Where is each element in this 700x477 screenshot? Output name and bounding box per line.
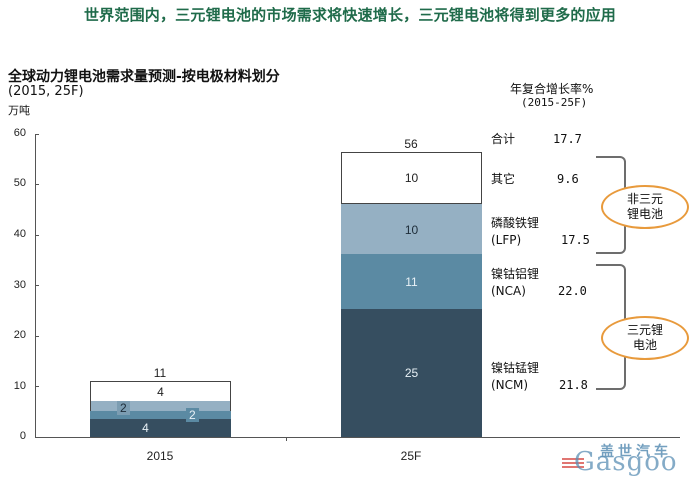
- y-tick-mark: [35, 285, 39, 286]
- legend-total-name: 合计: [491, 132, 516, 146]
- legend-lfp-cagr: 17.5: [561, 233, 590, 247]
- legend-nca-name: 镍钴铝锂: [491, 267, 540, 281]
- group-label-non-ternary: 非三元 锂电池: [601, 185, 689, 229]
- x-tick-label: 2015: [146, 449, 174, 463]
- segment-lfp: [90, 401, 231, 412]
- segment-value: 25: [404, 366, 419, 380]
- segment-value: 4: [157, 384, 164, 399]
- segment-lfp: 10: [341, 204, 482, 255]
- legend-other-name: 其它: [491, 172, 516, 186]
- y-tick-mark: [35, 184, 39, 185]
- y-tick-mark: [35, 235, 39, 236]
- segment-value: 10: [404, 222, 419, 237]
- segment-value-lfp: 2: [117, 401, 130, 415]
- y-tick-mark: [35, 336, 39, 337]
- y-tick-label: 10: [13, 380, 26, 392]
- segment-other: 10: [341, 152, 482, 204]
- y-tick-label: 40: [13, 228, 26, 240]
- chart-title: 全球动力锂电池需求量预测-按电极材料划分: [8, 69, 280, 85]
- segment-nca: 11: [341, 254, 482, 310]
- x-tick-label: 25F: [400, 449, 422, 463]
- cagr-header-range: (2015-25F): [521, 96, 588, 109]
- segment-value-nca: 2: [186, 408, 199, 422]
- page-headline: 世界范围内，三元锂电池的市场需求将快速增长，三元锂电池将得到更多的应用: [83, 6, 616, 24]
- segment-ncm: 25: [341, 309, 482, 437]
- chart-subtitle: (2015, 25F): [8, 84, 84, 99]
- group-label-line: 非三元: [626, 192, 663, 206]
- bar-total-label: 11: [153, 366, 167, 380]
- cagr-header-title: 年复合增长率%: [510, 82, 594, 96]
- legend-total-cagr: 17.7: [553, 132, 582, 146]
- group-label-line: 锂电池: [626, 207, 663, 221]
- y-axis-unit: 万吨: [8, 104, 30, 117]
- y-tick-label: 0: [19, 430, 26, 442]
- legend-ncm-cagr: 21.8: [559, 378, 588, 392]
- bar-total-label: 56: [404, 137, 418, 151]
- y-tick-label: 30: [13, 279, 26, 291]
- watermark-en: Gasgoo: [574, 447, 678, 477]
- segment-nca: [90, 411, 231, 419]
- legend-nca-cagr: 22.0: [558, 284, 587, 298]
- segment-value: 4: [142, 421, 149, 435]
- legend-ncm-name: 镍钴锰锂: [491, 361, 540, 375]
- y-axis: [35, 134, 36, 438]
- y-tick-mark: [35, 386, 39, 387]
- legend-other-cagr: 9.6: [557, 172, 579, 186]
- segment-ncm: 4: [90, 419, 231, 437]
- y-tick-label: 50: [13, 177, 26, 189]
- legend-lfp-abbr: (LFP): [491, 233, 522, 247]
- x-axis: [35, 437, 680, 438]
- group-label-line: 三元锂: [626, 323, 663, 337]
- legend-lfp-name: 磷酸铁锂: [491, 216, 540, 230]
- group-label-ternary: 三元锂 电池: [601, 316, 689, 360]
- legend-ncm-abbr: (NCM): [491, 378, 529, 392]
- y-tick-label: 20: [13, 329, 26, 341]
- x-tick-mark: [286, 437, 287, 441]
- y-tick-mark: [35, 134, 39, 135]
- watermark-logo-icon: [562, 458, 584, 468]
- segment-value: 11: [405, 275, 418, 289]
- watermark-cn: 盖世汽车: [600, 444, 672, 460]
- y-tick-label: 60: [13, 127, 26, 139]
- segment-other: 4: [90, 381, 231, 402]
- group-label-line: 电池: [632, 338, 657, 352]
- segment-value: 10: [404, 171, 419, 185]
- legend-nca-abbr: (NCA): [491, 284, 526, 298]
